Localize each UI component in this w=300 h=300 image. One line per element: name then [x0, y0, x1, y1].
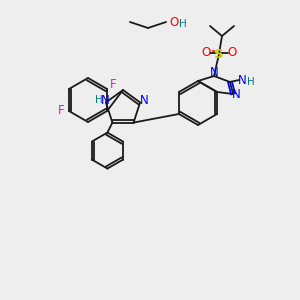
- Text: O: O: [169, 16, 178, 28]
- Text: F: F: [110, 79, 116, 92]
- Text: F: F: [58, 104, 64, 118]
- Text: S: S: [214, 47, 224, 61]
- Text: N: N: [210, 67, 218, 80]
- Text: H: H: [95, 95, 103, 105]
- Text: N: N: [140, 94, 148, 107]
- Text: O: O: [227, 46, 237, 59]
- Text: H: H: [179, 19, 187, 29]
- Text: O: O: [201, 46, 211, 59]
- Text: N: N: [238, 74, 246, 86]
- Text: N: N: [232, 88, 240, 101]
- Text: N: N: [100, 94, 109, 107]
- Text: H: H: [247, 77, 255, 87]
